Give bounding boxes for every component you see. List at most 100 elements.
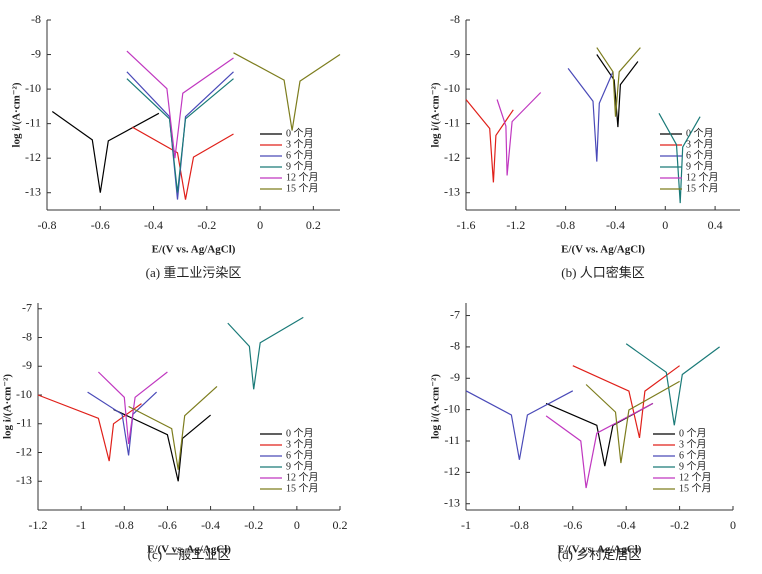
legend-label: 6 个月: [686, 149, 714, 161]
legend-label: 0 个月: [679, 427, 707, 439]
y-tick-label: -12: [16, 444, 32, 458]
y-tick-label: -12: [444, 464, 460, 478]
legend-label: 3 个月: [286, 438, 314, 450]
x-tick-label: -0.8: [38, 218, 57, 232]
y-tick-label: -13: [444, 184, 460, 198]
y-tick-label: -11: [444, 433, 460, 447]
y-tick-label: -9: [450, 370, 460, 384]
legend-label: 6 个月: [286, 149, 314, 161]
legend-label: 3 个月: [686, 138, 714, 150]
legend-label: 12 个月: [286, 171, 319, 183]
y-tick-label: -11: [25, 115, 41, 129]
legend-label: 9 个月: [286, 460, 314, 472]
curve: [596, 54, 639, 128]
legend-label: 12 个月: [679, 471, 712, 483]
curve: [126, 50, 234, 159]
legend-label: 0 个月: [286, 127, 314, 139]
y-tick-label: -12: [444, 150, 460, 164]
y-tick-label: -10: [444, 81, 460, 95]
y-tick-label: -10: [444, 401, 460, 415]
y-tick-label: -13: [444, 495, 460, 509]
y-tick-label: -8: [450, 339, 460, 353]
curve: [51, 111, 160, 193]
curve: [658, 113, 701, 204]
x-tick-label: 0: [662, 218, 668, 232]
y-tick-label: -10: [16, 387, 32, 401]
legend-label: 3 个月: [679, 438, 707, 450]
caption: (a) 重工业污染区: [146, 265, 242, 280]
legend-label: 15 个月: [286, 482, 319, 494]
legend-label: 15 个月: [686, 182, 719, 194]
curve: [465, 99, 514, 183]
x-tick-label: 0.4: [708, 218, 723, 232]
y-tick-label: -8: [450, 12, 460, 26]
x-tick-label: -0.8: [115, 518, 134, 532]
x-tick-label: -0.4: [617, 518, 636, 532]
y-tick-label: -9: [31, 46, 41, 60]
curve: [126, 71, 234, 200]
curve: [496, 92, 542, 176]
curve: [233, 52, 341, 131]
curve: [97, 371, 168, 444]
y-axis-title: log i/(A·cm⁻²): [430, 374, 442, 439]
x-tick-label: -0.4: [144, 218, 163, 232]
curve: [545, 402, 654, 489]
y-tick-label: -7: [22, 301, 32, 315]
x-axis-title: E/(V vs. Ag/AgCl): [147, 544, 231, 556]
x-tick-label: 0.2: [333, 518, 348, 532]
y-axis-title: log i/(A·cm⁻²): [2, 374, 14, 439]
x-tick-label: -1.2: [29, 518, 48, 532]
y-tick-label: -10: [25, 81, 41, 95]
caption: (d) 乡村定居区: [558, 547, 641, 562]
legend-label: 6 个月: [286, 449, 314, 461]
x-tick-label: -0.4: [201, 518, 220, 532]
legend-label: 9 个月: [679, 460, 707, 472]
x-tick-label: -1: [461, 518, 471, 532]
y-tick-label: -11: [444, 115, 460, 129]
y-tick-label: -8: [31, 12, 41, 26]
legend-label: 15 个月: [679, 482, 712, 494]
legend-label: 9 个月: [286, 160, 314, 172]
y-tick-label: -9: [22, 358, 32, 372]
y-tick-label: -13: [25, 184, 41, 198]
x-tick-label: -0.8: [510, 518, 529, 532]
curve: [113, 408, 211, 482]
caption: (c) 一般工业区: [148, 547, 231, 562]
y-axis-title: log i/(A·cm⁻²): [11, 82, 23, 147]
x-tick-label: 0.2: [306, 218, 321, 232]
y-tick-label: -8: [22, 329, 32, 343]
curve: [585, 380, 680, 464]
x-tick-label: -1.2: [506, 218, 525, 232]
x-tick-label: -0.4: [606, 218, 625, 232]
curve: [572, 365, 680, 439]
legend-label: 15 个月: [286, 182, 319, 194]
x-tick-label: -1.6: [457, 218, 476, 232]
curve: [87, 391, 158, 456]
curve: [128, 385, 218, 470]
x-tick-label: 0: [730, 518, 736, 532]
y-tick-label: -12: [25, 150, 41, 164]
curve: [567, 68, 614, 162]
x-tick-label: -0.2: [197, 218, 216, 232]
x-tick-label: -0.8: [556, 218, 575, 232]
x-tick-label: 0: [257, 218, 263, 232]
curve: [131, 126, 234, 200]
legend-label: 6 个月: [679, 449, 707, 461]
x-axis-title: E/(V vs. Ag/AgCl): [558, 544, 642, 556]
curve: [625, 343, 720, 426]
y-tick-label: -11: [16, 416, 32, 430]
x-tick-label: -0.2: [670, 518, 689, 532]
x-axis-title: E/(V vs. Ag/AgCl): [152, 244, 236, 256]
y-tick-label: -9: [450, 46, 460, 60]
caption: (b) 人口密集区: [561, 265, 644, 280]
x-tick-label: 0: [294, 518, 300, 532]
y-tick-label: -13: [16, 473, 32, 487]
x-axis-title: E/(V vs. Ag/AgCl): [561, 244, 645, 256]
y-axis-title: log i/(A·cm⁻²): [430, 82, 442, 147]
legend-label: 0 个月: [286, 427, 314, 439]
curve: [126, 78, 234, 193]
legend-label: 9 个月: [686, 160, 714, 172]
x-tick-label: -0.2: [244, 518, 263, 532]
curve: [227, 316, 304, 390]
